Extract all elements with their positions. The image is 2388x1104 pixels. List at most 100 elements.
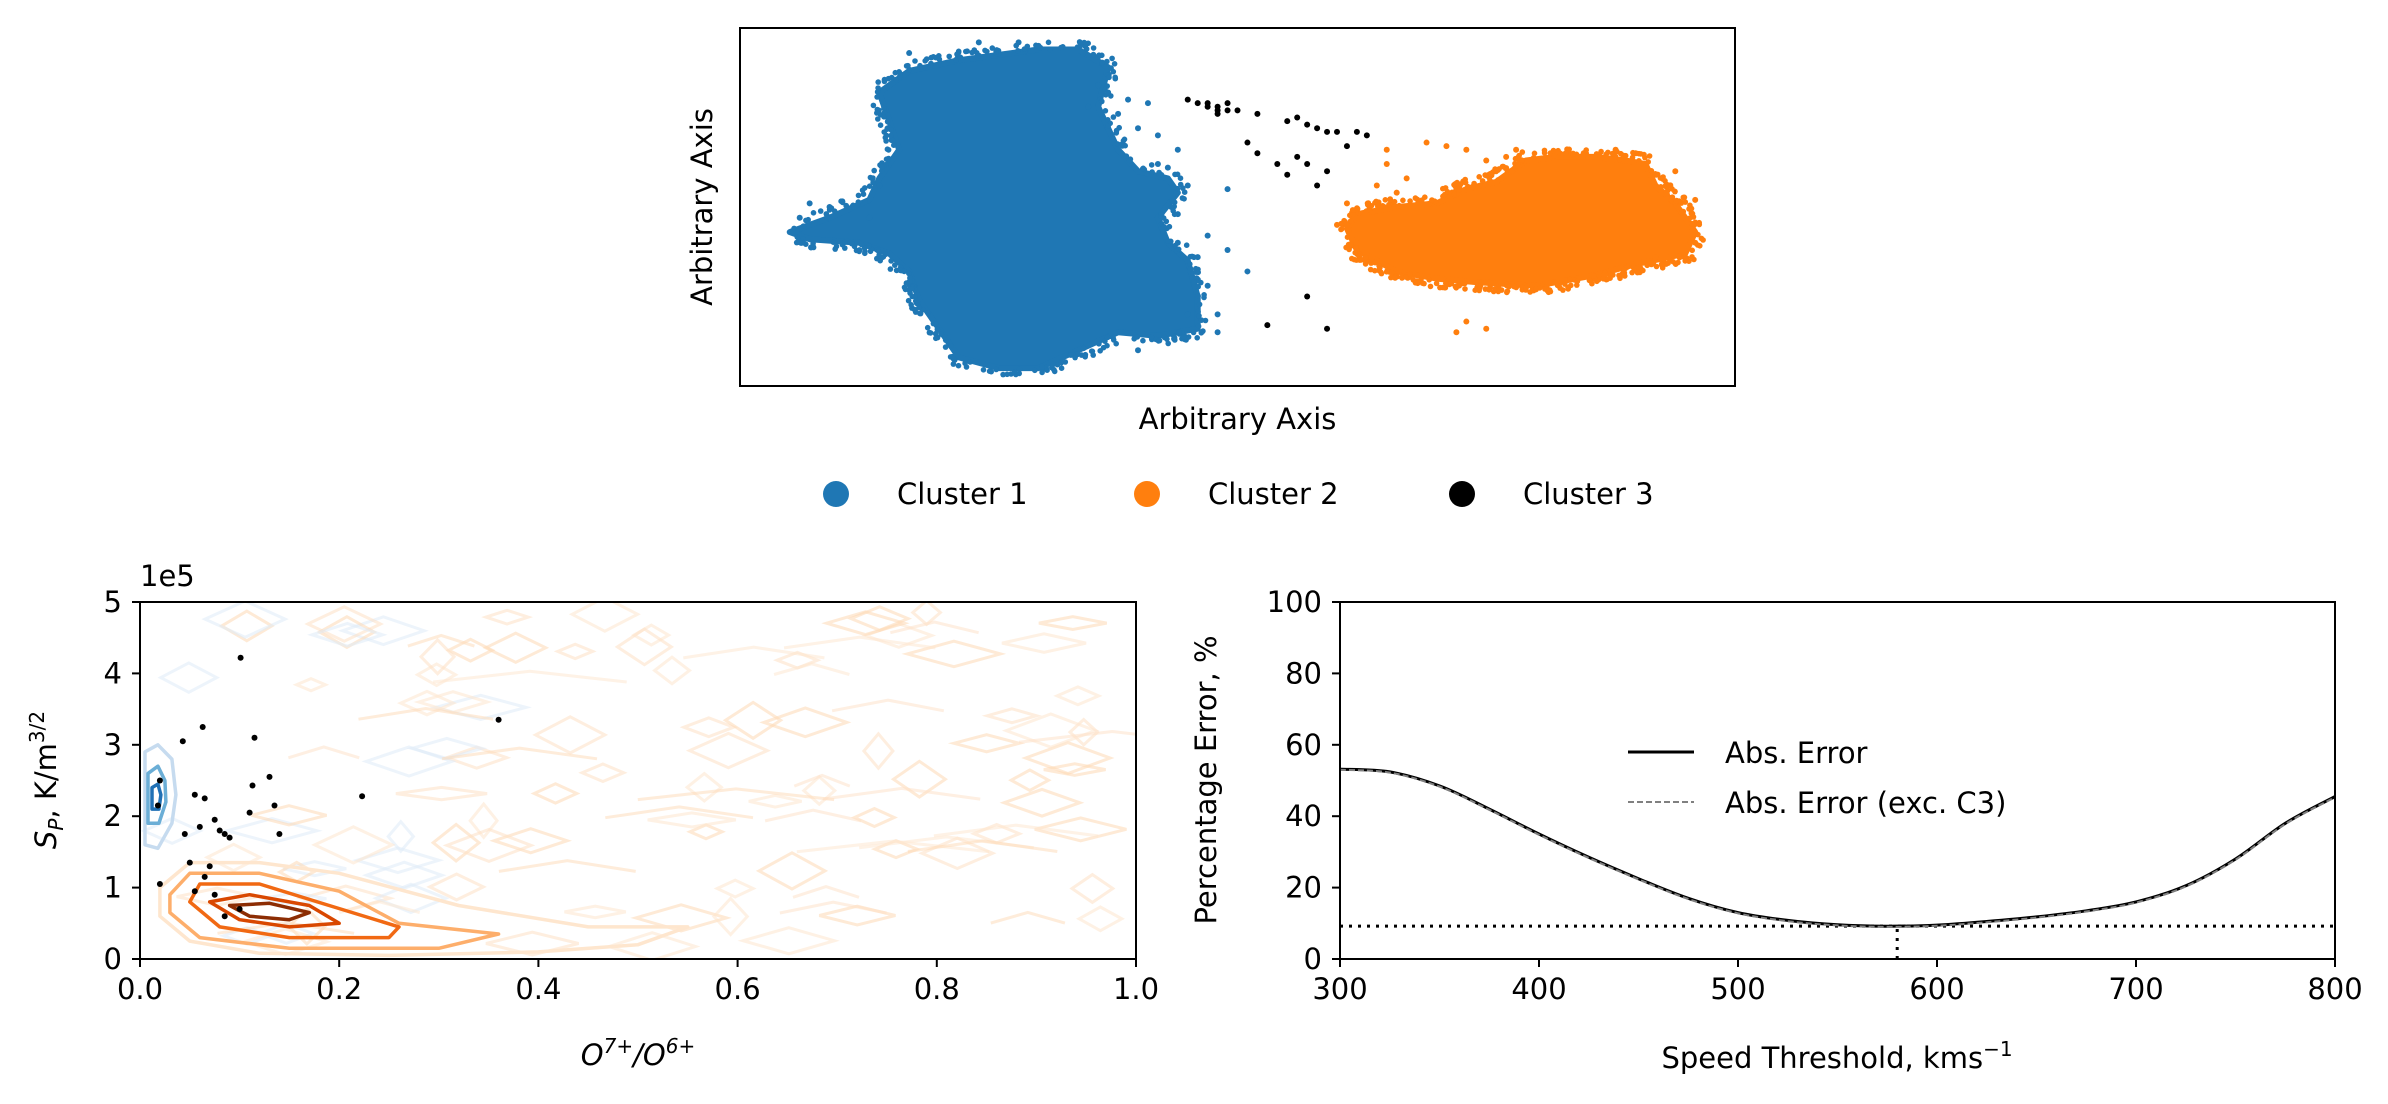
cluster-2-point xyxy=(1483,157,1490,164)
cluster-1-point xyxy=(1104,58,1110,65)
cluster-1-point xyxy=(980,367,987,373)
cluster-2-point xyxy=(1378,270,1385,277)
cluster-2-point xyxy=(1695,231,1701,238)
cluster-2-point xyxy=(1607,275,1613,282)
cluster-1-point xyxy=(988,368,994,375)
cluster-2-point xyxy=(1352,249,1358,256)
cluster-1-point xyxy=(810,240,816,247)
cluster-3-point xyxy=(1353,128,1360,135)
legend-label-cluster-3: Cluster 3 xyxy=(1523,477,1654,511)
cluster-3-point xyxy=(1334,128,1340,135)
cluster-3-points xyxy=(1184,96,1370,332)
cluster-2-point xyxy=(1562,150,1569,157)
cluster-1-point xyxy=(1204,232,1211,239)
cluster-1-point xyxy=(866,243,872,250)
y-tick-label: 40 xyxy=(1285,799,1322,833)
x-tick-label: 800 xyxy=(2307,972,2362,1006)
cluster-2-point xyxy=(1557,285,1563,291)
background-contour xyxy=(604,931,701,959)
x-tick-label: 0.2 xyxy=(316,972,362,1006)
cluster-3-point xyxy=(226,834,233,841)
cluster-1-point xyxy=(1168,204,1174,210)
cluster-1-point xyxy=(878,163,885,170)
cluster-2-point xyxy=(1402,274,1409,280)
cluster-2-point xyxy=(1462,176,1468,183)
cluster-1-point xyxy=(881,110,888,116)
cluster-2-point xyxy=(1689,247,1695,254)
background-contour xyxy=(292,676,330,693)
cluster-1-point xyxy=(862,185,868,191)
cluster-2-point xyxy=(1377,264,1383,271)
background-contour xyxy=(793,773,851,788)
cluster-2-point xyxy=(1504,289,1510,296)
cluster-2-point xyxy=(1658,184,1664,190)
cluster-2-point xyxy=(1363,258,1369,265)
cluster-2-point xyxy=(1396,202,1402,209)
background-contour xyxy=(532,715,609,755)
cluster-2-point xyxy=(1382,197,1389,203)
cluster-1-point xyxy=(906,50,913,57)
cluster-3-point xyxy=(1324,128,1331,135)
cluster-2-point xyxy=(1645,159,1651,165)
x-tick-label: 300 xyxy=(1312,972,1367,1006)
cluster-2-point xyxy=(1648,168,1655,174)
cluster-2-point xyxy=(1657,175,1664,181)
cluster-1-point xyxy=(842,245,848,251)
cluster-2-point xyxy=(1483,325,1490,332)
background-contour xyxy=(311,825,396,865)
cluster-1-point xyxy=(1214,311,1221,318)
cluster-2-point xyxy=(1616,272,1622,279)
cluster-2-point xyxy=(1496,166,1502,172)
cluster-3-point xyxy=(1234,107,1241,114)
cluster-1-point xyxy=(932,330,939,337)
y-tick-label: 3 xyxy=(104,728,122,762)
cluster-1-point xyxy=(1140,165,1146,172)
cluster-2-point xyxy=(1653,263,1660,270)
cluster-2-point xyxy=(1531,150,1538,157)
cluster-1-point xyxy=(1163,218,1170,225)
br-x-axis-label: Speed Threshold, kms−1 xyxy=(1661,1037,2012,1075)
cluster-1-point xyxy=(1196,313,1202,319)
background-contour xyxy=(433,669,627,684)
cluster-1-point xyxy=(1112,75,1119,82)
cluster-1-point xyxy=(1110,114,1117,120)
cluster-2-point xyxy=(1353,245,1359,251)
cluster-1-point xyxy=(924,324,931,331)
cluster-1-point xyxy=(1194,335,1200,341)
cluster-1-point xyxy=(1204,282,1211,289)
cluster-1-point xyxy=(1021,46,1028,52)
background-contour xyxy=(1038,615,1107,632)
cluster-1-point xyxy=(856,247,863,253)
background-contour xyxy=(578,762,628,784)
cluster-1-point xyxy=(796,214,803,221)
cluster-1-point xyxy=(1090,45,1097,51)
bl-y-axis-label: SP, K/m3/2 xyxy=(25,711,68,849)
background-contour xyxy=(568,602,641,633)
background-contour xyxy=(157,661,220,694)
cluster-1-point xyxy=(883,138,889,144)
cluster-1-point xyxy=(1174,211,1181,218)
cluster-1-point xyxy=(1045,39,1052,46)
bl-plot-frame xyxy=(139,601,1137,960)
legend-label-abs-error: Abs. Error xyxy=(1725,736,1868,770)
background-contour xyxy=(406,736,488,760)
background-contour xyxy=(981,707,1043,725)
cluster-1-point xyxy=(858,241,865,248)
background-contour xyxy=(779,900,887,915)
background-contour xyxy=(386,819,416,854)
cluster-1-point xyxy=(1171,335,1178,341)
background-contour xyxy=(287,745,360,760)
cluster-1-point xyxy=(1113,127,1120,134)
cluster-3-point xyxy=(1224,107,1231,114)
cluster-2-point xyxy=(1688,220,1695,227)
cluster-2-point xyxy=(1479,178,1486,184)
cluster-1-point xyxy=(1102,338,1108,345)
cluster-1-point xyxy=(1068,352,1074,358)
cluster-1-point xyxy=(982,47,988,54)
cluster-1-point xyxy=(1194,254,1201,261)
abs-error-exc-c3-line xyxy=(1340,768,2335,928)
cluster-3-point xyxy=(1214,103,1221,110)
cluster-2-point xyxy=(1443,280,1449,287)
background-contour xyxy=(407,633,475,648)
